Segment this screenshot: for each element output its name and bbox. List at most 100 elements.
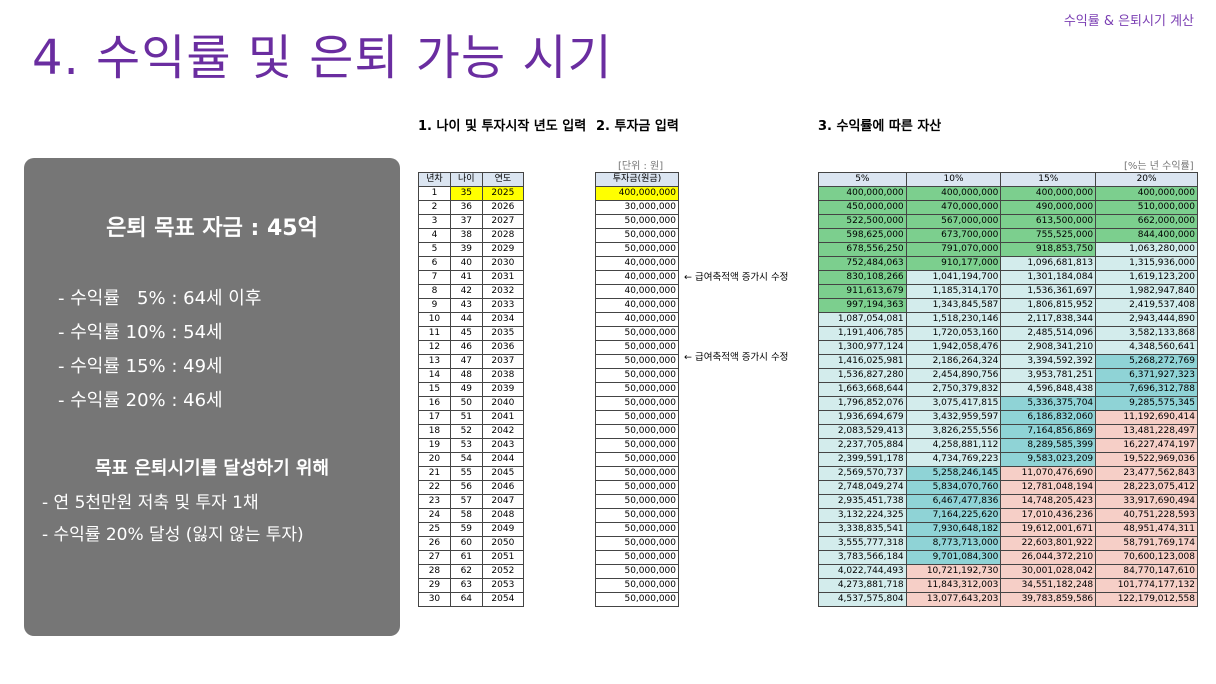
principal-cell[interactable]: 40,000,000 — [595, 312, 679, 327]
asset-15pct-cell[interactable]: 3,394,592,392 — [1000, 354, 1097, 369]
asset-10pct-cell[interactable]: 4,258,881,112 — [905, 438, 1002, 453]
asset-10pct-cell[interactable]: 910,177,000 — [905, 256, 1002, 271]
age-cell[interactable]: 57 — [449, 494, 483, 509]
asset-15pct-cell[interactable]: 39,783,859,586 — [1000, 592, 1097, 607]
asset-10pct-cell[interactable]: 5,834,070,760 — [905, 480, 1002, 495]
asset-5pct-cell[interactable]: 678,556,250 — [818, 242, 907, 257]
asset-10pct-cell[interactable]: 11,843,312,003 — [905, 578, 1002, 593]
year-cell[interactable]: 2026 — [481, 200, 525, 215]
asset-5pct-cell[interactable]: 3,132,224,325 — [818, 508, 907, 523]
year-cell[interactable]: 2025 — [481, 186, 525, 201]
asset-5pct-cell[interactable]: 830,108,266 — [818, 270, 907, 285]
principal-cell[interactable]: 50,000,000 — [595, 242, 679, 257]
principal-cell[interactable]: 30,000,000 — [595, 200, 679, 215]
asset-20pct-cell[interactable]: 28,223,075,412 — [1095, 480, 1198, 495]
asset-20pct-cell[interactable]: 9,285,575,345 — [1095, 396, 1198, 411]
asset-5pct-cell[interactable]: 4,273,881,718 — [818, 578, 907, 593]
year-cell[interactable]: 2045 — [481, 466, 525, 481]
year-cell[interactable]: 2038 — [481, 368, 525, 383]
asset-5pct-cell[interactable]: 3,555,777,318 — [818, 536, 907, 551]
asset-5pct-cell[interactable]: 450,000,000 — [818, 200, 907, 215]
asset-10pct-cell[interactable]: 1,720,053,160 — [905, 326, 1002, 341]
age-cell[interactable]: 45 — [449, 326, 483, 341]
asset-15pct-cell[interactable]: 9,583,023,209 — [1000, 452, 1097, 467]
asset-15pct-cell[interactable]: 19,612,001,671 — [1000, 522, 1097, 537]
principal-cell[interactable]: 40,000,000 — [595, 256, 679, 271]
asset-5pct-cell[interactable]: 2,399,591,178 — [818, 452, 907, 467]
asset-10pct-cell[interactable]: 2,750,379,832 — [905, 382, 1002, 397]
age-cell[interactable]: 63 — [449, 578, 483, 593]
year-index-cell[interactable]: 30 — [418, 592, 451, 607]
asset-5pct-cell[interactable]: 1,191,406,785 — [818, 326, 907, 341]
asset-20pct-cell[interactable]: 40,751,228,593 — [1095, 508, 1198, 523]
year-index-cell[interactable]: 21 — [418, 466, 451, 481]
asset-15pct-cell[interactable]: 26,044,372,210 — [1000, 550, 1097, 565]
asset-15pct-cell[interactable]: 11,070,476,690 — [1000, 466, 1097, 481]
principal-cell[interactable]: 40,000,000 — [595, 270, 679, 285]
year-cell[interactable]: 2040 — [481, 396, 525, 411]
asset-5pct-cell[interactable]: 522,500,000 — [818, 214, 907, 229]
year-index-cell[interactable]: 10 — [418, 312, 451, 327]
asset-15pct-cell[interactable]: 918,853,750 — [1000, 242, 1097, 257]
asset-10pct-cell[interactable]: 1,518,230,146 — [905, 312, 1002, 327]
year-cell[interactable]: 2034 — [481, 312, 525, 327]
year-cell[interactable]: 2048 — [481, 508, 525, 523]
asset-20pct-cell[interactable]: 6,371,927,323 — [1095, 368, 1198, 383]
asset-15pct-cell[interactable]: 1,096,681,813 — [1000, 256, 1097, 271]
year-cell[interactable]: 2044 — [481, 452, 525, 467]
asset-5pct-cell[interactable]: 4,022,744,493 — [818, 564, 907, 579]
year-index-cell[interactable]: 27 — [418, 550, 451, 565]
asset-15pct-cell[interactable]: 12,781,048,194 — [1000, 480, 1097, 495]
asset-10pct-cell[interactable]: 7,164,225,620 — [905, 508, 1002, 523]
asset-20pct-cell[interactable]: 4,348,560,641 — [1095, 340, 1198, 355]
asset-5pct-cell[interactable]: 1,796,852,076 — [818, 396, 907, 411]
age-cell[interactable]: 48 — [449, 368, 483, 383]
principal-cell[interactable]: 50,000,000 — [595, 480, 679, 495]
year-cell[interactable]: 2043 — [481, 438, 525, 453]
asset-15pct-cell[interactable]: 400,000,000 — [1000, 186, 1097, 201]
asset-5pct-cell[interactable]: 1,536,827,280 — [818, 368, 907, 383]
year-cell[interactable]: 2032 — [481, 284, 525, 299]
asset-20pct-cell[interactable]: 16,227,474,197 — [1095, 438, 1198, 453]
asset-20pct-cell[interactable]: 2,943,444,890 — [1095, 312, 1198, 327]
year-index-cell[interactable]: 5 — [418, 242, 451, 257]
asset-10pct-cell[interactable]: 6,467,477,836 — [905, 494, 1002, 509]
principal-cell[interactable]: 50,000,000 — [595, 396, 679, 411]
year-index-cell[interactable]: 13 — [418, 354, 451, 369]
asset-20pct-cell[interactable]: 7,696,312,788 — [1095, 382, 1198, 397]
principal-cell[interactable]: 50,000,000 — [595, 228, 679, 243]
age-cell[interactable]: 55 — [449, 466, 483, 481]
principal-cell[interactable]: 50,000,000 — [595, 592, 679, 607]
asset-15pct-cell[interactable]: 755,525,000 — [1000, 228, 1097, 243]
asset-15pct-cell[interactable]: 34,551,182,248 — [1000, 578, 1097, 593]
year-cell[interactable]: 2030 — [481, 256, 525, 271]
asset-5pct-cell[interactable]: 1,300,977,124 — [818, 340, 907, 355]
asset-20pct-cell[interactable]: 510,000,000 — [1095, 200, 1198, 215]
year-index-cell[interactable]: 8 — [418, 284, 451, 299]
asset-10pct-cell[interactable]: 1,185,314,170 — [905, 284, 1002, 299]
principal-cell[interactable]: 50,000,000 — [595, 508, 679, 523]
asset-5pct-cell[interactable]: 752,484,063 — [818, 256, 907, 271]
year-cell[interactable]: 2047 — [481, 494, 525, 509]
age-cell[interactable]: 43 — [449, 298, 483, 313]
asset-20pct-cell[interactable]: 33,917,690,494 — [1095, 494, 1198, 509]
asset-5pct-cell[interactable]: 3,338,835,541 — [818, 522, 907, 537]
asset-15pct-cell[interactable]: 2,117,838,344 — [1000, 312, 1097, 327]
asset-15pct-cell[interactable]: 4,596,848,438 — [1000, 382, 1097, 397]
year-cell[interactable]: 2029 — [481, 242, 525, 257]
age-cell[interactable]: 38 — [449, 228, 483, 243]
age-cell[interactable]: 54 — [449, 452, 483, 467]
asset-10pct-cell[interactable]: 10,721,192,730 — [905, 564, 1002, 579]
asset-20pct-cell[interactable]: 122,179,012,558 — [1095, 592, 1198, 607]
year-index-cell[interactable]: 12 — [418, 340, 451, 355]
year-cell[interactable]: 2033 — [481, 298, 525, 313]
asset-20pct-cell[interactable]: 48,951,474,311 — [1095, 522, 1198, 537]
age-cell[interactable]: 64 — [449, 592, 483, 607]
year-cell[interactable]: 2035 — [481, 326, 525, 341]
principal-cell[interactable]: 50,000,000 — [595, 424, 679, 439]
age-cell[interactable]: 50 — [449, 396, 483, 411]
asset-15pct-cell[interactable]: 8,289,585,399 — [1000, 438, 1097, 453]
asset-10pct-cell[interactable]: 8,773,713,000 — [905, 536, 1002, 551]
age-cell[interactable]: 47 — [449, 354, 483, 369]
principal-cell[interactable]: 50,000,000 — [595, 340, 679, 355]
